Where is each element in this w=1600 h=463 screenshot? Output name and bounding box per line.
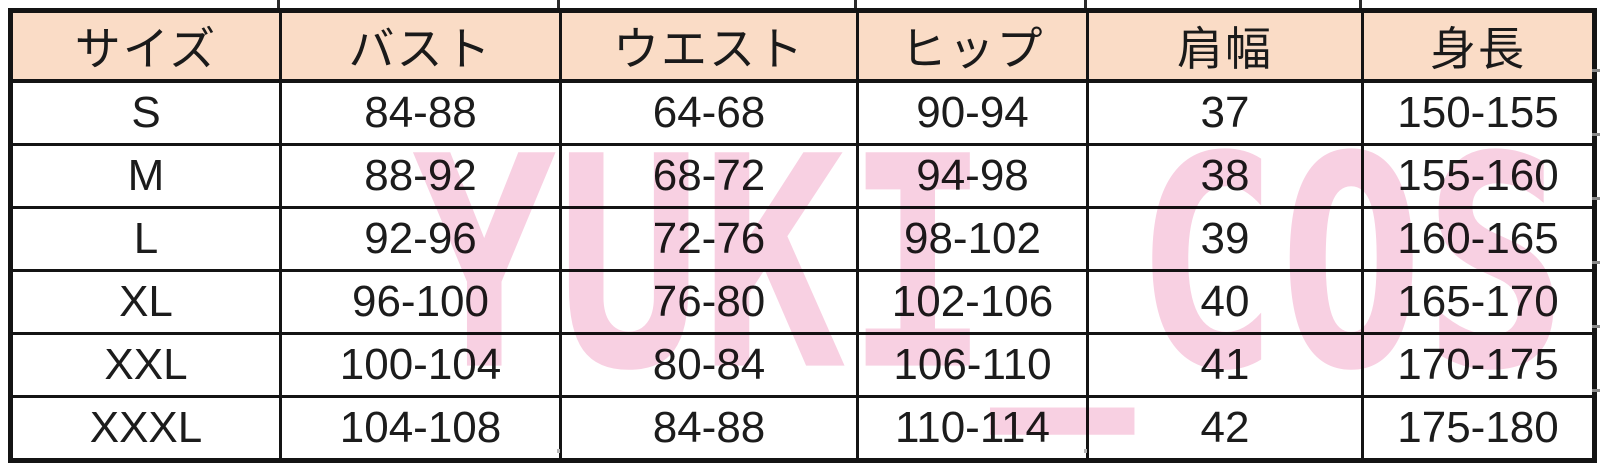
gridline-stub: [557, 449, 560, 453]
gridline-stub: [277, 0, 280, 8]
bust-value: 84-88: [279, 79, 562, 146]
header-row: サイズ バスト ウエスト ヒップ 肩幅 身長: [9, 9, 1596, 83]
hip-value: 94-98: [856, 143, 1089, 209]
gridline-stub: [1084, 449, 1087, 453]
hip-value: 110-114: [856, 395, 1089, 462]
hip-value: 90-94: [856, 79, 1089, 146]
bust-value: 100-104: [279, 332, 562, 398]
height-value: 155-160: [1361, 143, 1596, 209]
gridline-stub: [1592, 325, 1600, 328]
gridline-stub: [1592, 261, 1600, 264]
gridline-stub: [1592, 69, 1600, 72]
height-value: 170-175: [1361, 332, 1596, 398]
waist-value: 68-72: [559, 143, 859, 209]
gridline-stub: [1592, 389, 1600, 392]
gridline-stub: [1592, 133, 1600, 136]
waist-value: 76-80: [559, 269, 859, 335]
column-header-hip: ヒップ: [856, 9, 1089, 83]
shoulder-value: 39: [1086, 206, 1364, 272]
table-row-xxl: XXL 100-104 80-84 106-110 41 170-175: [9, 332, 1596, 398]
bust-value: 96-100: [279, 269, 562, 335]
gridline-stub: [557, 0, 560, 8]
size-chart-table: サイズ バスト ウエスト ヒップ 肩幅 身長 S 84-88 64-68 90-…: [8, 8, 1597, 463]
gridline-stub: [1359, 0, 1362, 8]
height-value: 175-180: [1361, 395, 1596, 462]
size-label: S: [9, 79, 282, 146]
table-row-m: M 88-92 68-72 94-98 38 155-160: [9, 143, 1596, 209]
waist-value: 80-84: [559, 332, 859, 398]
shoulder-value: 38: [1086, 143, 1364, 209]
height-value: 160-165: [1361, 206, 1596, 272]
waist-value: 84-88: [559, 395, 859, 462]
size-label: L: [9, 206, 282, 272]
shoulder-value: 42: [1086, 395, 1364, 462]
shoulder-value: 37: [1086, 79, 1364, 146]
size-label: XL: [9, 269, 282, 335]
gridline-stub: [854, 0, 857, 8]
bust-value: 104-108: [279, 395, 562, 462]
bust-value: 88-92: [279, 143, 562, 209]
size-label: M: [9, 143, 282, 209]
hip-value: 102-106: [856, 269, 1089, 335]
size-label: XXL: [9, 332, 282, 398]
column-header-bust: バスト: [279, 9, 562, 83]
bust-value: 92-96: [279, 206, 562, 272]
shoulder-value: 40: [1086, 269, 1364, 335]
waist-value: 64-68: [559, 79, 859, 146]
waist-value: 72-76: [559, 206, 859, 272]
height-value: 150-155: [1361, 79, 1596, 146]
size-label: XXXL: [9, 395, 282, 462]
table-row-l: L 92-96 72-76 98-102 39 160-165: [9, 206, 1596, 272]
column-header-size: サイズ: [9, 9, 282, 83]
shoulder-value: 41: [1086, 332, 1364, 398]
column-header-waist: ウエスト: [559, 9, 859, 83]
table-row-s: S 84-88 64-68 90-94 37 150-155: [9, 79, 1596, 146]
hip-value: 98-102: [856, 206, 1089, 272]
table-row-xl: XL 96-100 76-80 102-106 40 165-170: [9, 269, 1596, 335]
height-value: 165-170: [1361, 269, 1596, 335]
table-row-xxxl: XXXL 104-108 84-88 110-114 42 175-180: [9, 395, 1596, 462]
gridline-stub: [1592, 197, 1600, 200]
column-header-height: 身長: [1361, 9, 1596, 83]
gridline-stub: [1084, 0, 1087, 8]
hip-value: 106-110: [856, 332, 1089, 398]
column-header-shoulder: 肩幅: [1086, 9, 1364, 83]
